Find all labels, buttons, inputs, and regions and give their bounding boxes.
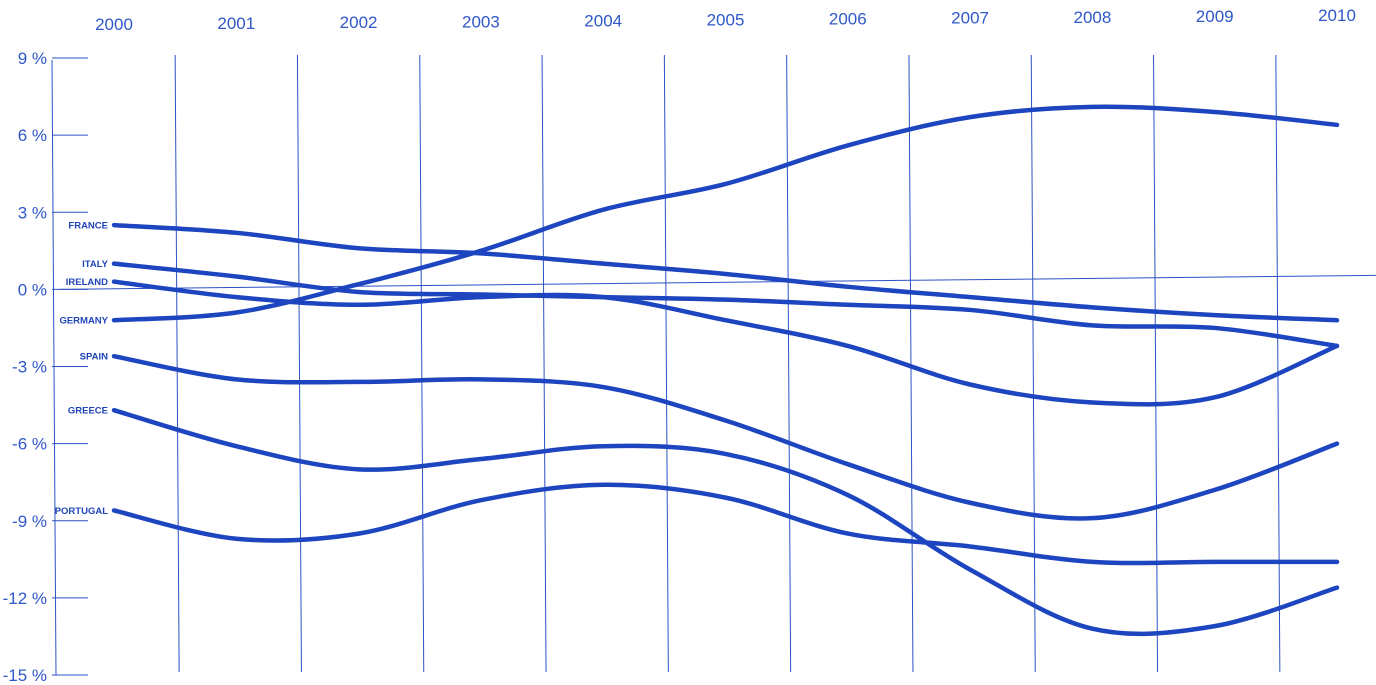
x-tick-label: 2006 [829, 10, 867, 29]
grid-line [541, 54, 547, 673]
x-tick-label: 2002 [340, 13, 378, 32]
y-tick-label: 9 % [18, 49, 47, 68]
series-line-germany [111, 104, 1340, 323]
series-line-spain [111, 353, 1340, 521]
x-tick-label: 2001 [217, 14, 255, 33]
y-tick-label: 0 % [18, 280, 47, 299]
series-line-ireland [111, 279, 1340, 407]
series-lines [111, 104, 1340, 637]
series-line-france [111, 222, 1340, 323]
grid-line [296, 54, 302, 673]
grid-line [1275, 54, 1281, 673]
series-line-greece [111, 407, 1340, 637]
x-tick-label: 2004 [584, 11, 622, 30]
x-tick-label: 2008 [1073, 8, 1111, 27]
x-tick-label: 2000 [95, 15, 133, 34]
grid-line [786, 54, 792, 673]
grid-layer [59, 54, 1376, 673]
grid-line [908, 54, 914, 673]
series-line-italy [111, 261, 1340, 349]
x-tick-label: 2010 [1318, 6, 1356, 25]
x-tick-label: 2009 [1196, 7, 1234, 26]
grid-line [174, 54, 180, 673]
series-label-spain: SPAIN [80, 352, 108, 363]
series-line-portugal [111, 482, 1340, 566]
y-tick-label: -15 % [3, 666, 47, 685]
series-label-greece: GREECE [68, 406, 108, 417]
grid-line [419, 54, 425, 673]
x-tick-label: 2005 [707, 11, 745, 30]
grid-line [1030, 54, 1036, 673]
zero-reference-line [59, 274, 1376, 290]
y-tick-label: -9 % [12, 512, 47, 531]
series-label-italy: ITALY [82, 259, 109, 270]
grid-line [663, 54, 669, 673]
y-tick-label: -6 % [12, 435, 47, 454]
x-axis-year-labels: 2000 2001 2002 2003 2004 2005 2006 2007 2008 2009… [95, 6, 1356, 34]
grid-line [1153, 54, 1159, 673]
series-label-germany: GERMANY [59, 316, 108, 327]
y-tick-label: -3 % [12, 358, 47, 377]
x-tick-label: 2007 [951, 9, 989, 28]
x-tick-label: 2003 [462, 12, 500, 31]
series-labels: FRANCE ITALY IRELAND GERMANY SPAIN GREECE PORT… [55, 221, 109, 517]
y-tick-label: 6 % [18, 126, 47, 145]
series-label-ireland: IRELAND [66, 277, 108, 288]
y-tick-label: -12 % [3, 589, 47, 608]
y-axis-line [51, 59, 57, 676]
series-label-portugal: PORTUGAL [55, 506, 109, 517]
series-label-france: FRANCE [68, 221, 108, 232]
y-axis: 9 % 6 % 3 % 0 % -3 % -6 % -9 % -12 % -15 % [3, 49, 88, 685]
y-tick-label: 3 % [18, 203, 47, 222]
